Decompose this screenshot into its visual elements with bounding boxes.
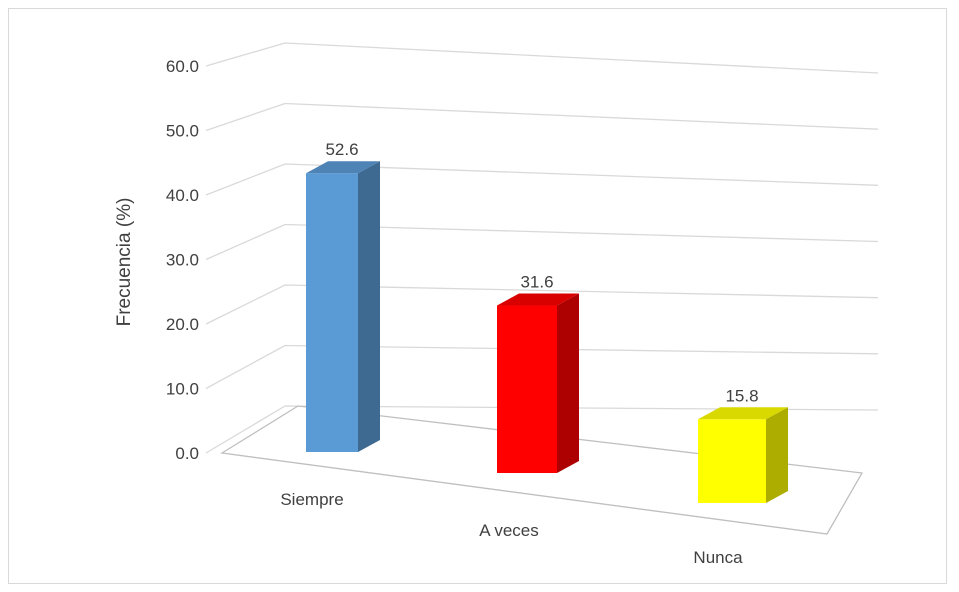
bar-top — [306, 161, 380, 174]
x-tick-label: Nunca — [693, 548, 743, 567]
gridline — [205, 284, 879, 325]
gridline — [205, 163, 879, 196]
gridline — [205, 344, 879, 390]
y-axis-ticks: 0.0 10.0 20.0 30.0 40.0 50.0 60.0 — [166, 57, 199, 463]
x-tick-label: Siempre — [280, 490, 343, 509]
bar-top — [497, 293, 579, 306]
y-tick-label: 20.0 — [166, 315, 199, 334]
floor-outline — [220, 405, 864, 535]
y-tick-label: 10.0 — [166, 380, 199, 399]
y-tick-label: 0.0 — [175, 444, 199, 463]
bar-front-A veces — [497, 305, 557, 473]
bar-front-Siempre — [306, 173, 358, 452]
data-label: 31.6 — [520, 273, 553, 292]
gridlines — [205, 42, 879, 454]
x-tick-label: A veces — [479, 521, 539, 540]
y-tick-label: 40.0 — [166, 186, 199, 205]
bar-side — [358, 161, 380, 452]
bar-side — [557, 293, 579, 473]
bar-side — [766, 407, 788, 503]
y-tick-label: 50.0 — [166, 122, 199, 141]
data-label: 15.8 — [725, 386, 758, 405]
data-label: 52.6 — [325, 140, 358, 159]
y-axis-label: Frecuencia (%) — [114, 198, 135, 327]
bar-top — [698, 407, 788, 420]
y-tick-label: 30.0 — [166, 251, 199, 270]
y-tick-label: 60.0 — [166, 57, 199, 76]
bars: 52.6 31.6 15.8 Siempre A veces Nunca — [280, 140, 788, 567]
bar-front-Nunca — [698, 419, 766, 503]
gridline — [205, 42, 879, 74]
chart-floor — [220, 405, 864, 535]
gridline — [205, 102, 879, 132]
gridline — [205, 223, 879, 261]
gridline — [205, 405, 879, 454]
